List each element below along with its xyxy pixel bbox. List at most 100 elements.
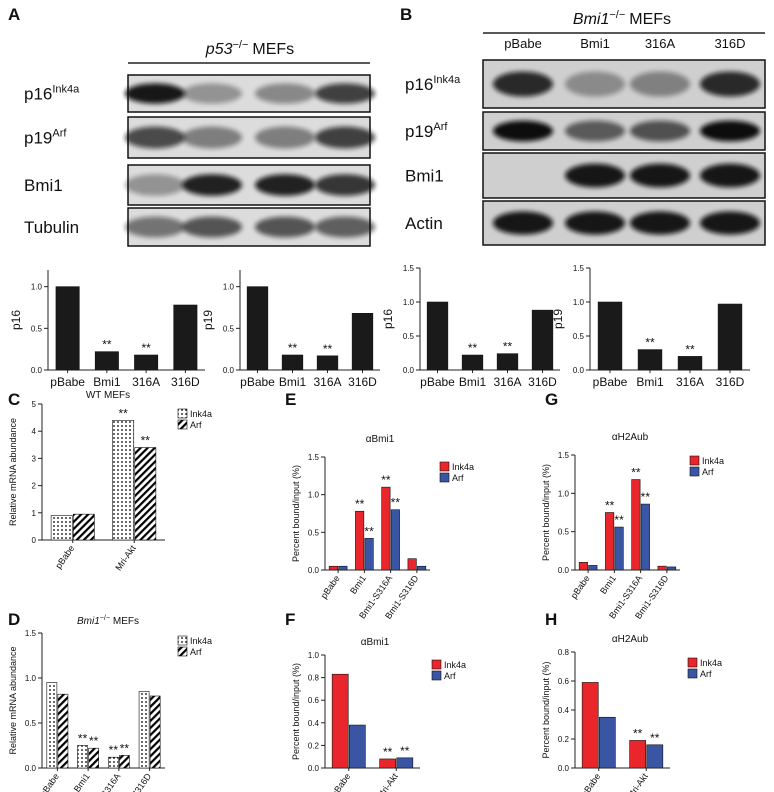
bar bbox=[461, 354, 484, 371]
y-tick-label: 0.5 bbox=[31, 324, 43, 333]
panel-letter: G bbox=[545, 390, 558, 409]
y-tick-label: 0.6 bbox=[308, 696, 320, 705]
bar bbox=[138, 691, 150, 769]
y-tick-label: 0.5 bbox=[25, 719, 37, 728]
x-tick-label: 316A bbox=[676, 375, 704, 389]
blot-band bbox=[182, 216, 242, 238]
y-tick-label: 0.4 bbox=[308, 719, 320, 728]
x-tick-label: Bmi1-S316A bbox=[85, 771, 122, 792]
bar bbox=[578, 562, 588, 571]
legend-label: Arf bbox=[702, 467, 714, 477]
y-tick-label: 1.5 bbox=[308, 453, 320, 462]
x-tick-label: 316D bbox=[348, 375, 377, 389]
bar bbox=[55, 286, 80, 371]
y-axis-label: p19 bbox=[201, 310, 215, 330]
row-name: Bmi1 bbox=[24, 176, 63, 195]
bar bbox=[72, 513, 95, 541]
y-tick-label: 0.8 bbox=[558, 648, 570, 657]
y-tick-label: 0.2 bbox=[308, 741, 320, 750]
y-tick-label: 0.5 bbox=[308, 528, 320, 537]
y-tick-label: 0.0 bbox=[573, 366, 585, 375]
annotation: ** bbox=[468, 341, 478, 355]
y-tick-label: 0.0 bbox=[403, 366, 415, 375]
bar bbox=[640, 503, 650, 571]
bar bbox=[667, 566, 677, 571]
row-label: p16Ink4a bbox=[24, 84, 80, 104]
annotation: ** bbox=[650, 731, 660, 745]
annotation: ** bbox=[641, 490, 651, 504]
bar bbox=[351, 313, 374, 371]
bar bbox=[598, 716, 616, 769]
y-axis-label: Percent bound/input (%) bbox=[291, 663, 301, 760]
legend-swatch bbox=[687, 668, 698, 679]
blot-band bbox=[630, 211, 690, 235]
bar bbox=[717, 303, 743, 371]
annotation: ** bbox=[288, 341, 298, 355]
x-tick-label: Bmi1-S316D bbox=[116, 771, 154, 792]
x-tick-label: pBabe bbox=[329, 771, 352, 792]
bar bbox=[597, 301, 623, 371]
bar bbox=[631, 479, 641, 571]
lane-label: pBabe bbox=[504, 36, 542, 51]
bar bbox=[426, 301, 449, 371]
legend-label: Ink4a bbox=[452, 462, 474, 472]
y-tick-label: 1.0 bbox=[403, 298, 415, 307]
annotation: ** bbox=[120, 741, 130, 755]
bar bbox=[364, 538, 374, 571]
annotation: ** bbox=[141, 434, 151, 448]
bar bbox=[134, 354, 159, 371]
y-tick-label: 0.4 bbox=[558, 706, 570, 715]
blot-band bbox=[565, 211, 625, 235]
blot-band bbox=[315, 126, 375, 149]
y-axis-label: p16 bbox=[381, 309, 395, 329]
annotation: ** bbox=[645, 336, 655, 350]
annotation: ** bbox=[355, 497, 365, 511]
bar bbox=[381, 486, 391, 571]
legend-swatch bbox=[431, 659, 442, 670]
annotation: ** bbox=[614, 513, 624, 527]
row-sup: Arf bbox=[433, 121, 448, 133]
annotation: ** bbox=[89, 734, 99, 748]
row-name: Tubulin bbox=[24, 218, 79, 237]
blot-band bbox=[255, 126, 315, 149]
bar bbox=[46, 682, 58, 769]
blot-band bbox=[255, 174, 315, 196]
bar bbox=[407, 558, 417, 571]
blot-band bbox=[125, 83, 185, 104]
title-rest: MEFs bbox=[252, 41, 294, 58]
row-name: p19 bbox=[24, 129, 52, 148]
y-tick-label: 0 bbox=[32, 536, 37, 545]
legend-label: Ink4a bbox=[190, 409, 212, 419]
row-sup: Arf bbox=[52, 128, 67, 140]
row-label: p19Arf bbox=[24, 128, 67, 148]
x-tick-label: Bmi1 bbox=[636, 375, 664, 389]
bar bbox=[173, 304, 198, 371]
bar bbox=[637, 349, 663, 371]
y-tick-label: 1.0 bbox=[558, 489, 570, 498]
x-tick-label: pBabe bbox=[420, 375, 455, 389]
legend-label: Arf bbox=[700, 669, 712, 679]
chart-title: αH2Aub bbox=[612, 634, 649, 645]
blot-band bbox=[630, 120, 690, 142]
y-tick-label: 0.0 bbox=[558, 566, 570, 575]
annotation: ** bbox=[102, 338, 112, 352]
bar bbox=[108, 756, 119, 769]
y-tick-label: 1.5 bbox=[403, 264, 415, 273]
legend-swatch bbox=[689, 455, 700, 466]
bar bbox=[328, 565, 338, 571]
y-tick-label: 1.5 bbox=[573, 264, 585, 273]
lane-label: Bmi1 bbox=[580, 36, 610, 51]
bar bbox=[629, 740, 647, 769]
y-tick-label: 0.6 bbox=[558, 677, 570, 686]
title-main: αH2Aub bbox=[612, 432, 649, 443]
blot-band bbox=[315, 216, 375, 238]
y-tick-label: 4 bbox=[32, 427, 37, 436]
bar bbox=[134, 447, 157, 541]
x-tick-label: Bmi1 bbox=[279, 375, 307, 389]
x-tick-label: Bmi1 bbox=[459, 375, 487, 389]
y-tick-label: 0.5 bbox=[223, 324, 235, 333]
bar bbox=[581, 682, 599, 769]
row-label: Bmi1 bbox=[405, 167, 444, 186]
bar bbox=[614, 526, 624, 571]
title-sup: −/− bbox=[233, 39, 249, 51]
